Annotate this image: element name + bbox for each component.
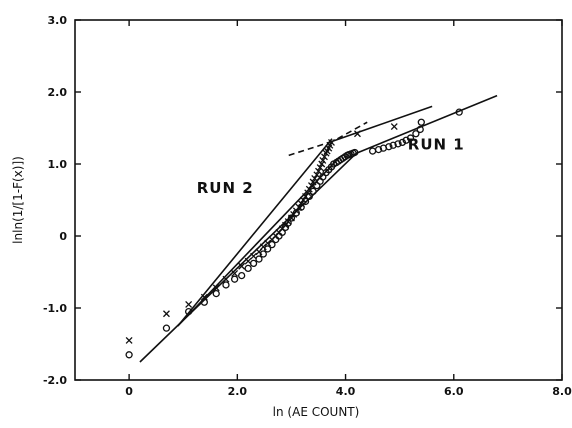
x-marker-point bbox=[309, 178, 317, 186]
fit-line bbox=[177, 138, 333, 327]
circle-marker-point bbox=[184, 307, 193, 316]
x-marker-point bbox=[162, 310, 170, 318]
annotations: RUN 2 RUN 1 bbox=[197, 136, 465, 197]
x-marker-point bbox=[185, 300, 193, 308]
circle-marker-point bbox=[398, 138, 407, 147]
x-marker-point bbox=[238, 262, 246, 270]
circle-marker-point bbox=[268, 240, 276, 249]
run-annotation: RUN 2 bbox=[197, 179, 254, 197]
x-marker-point bbox=[231, 269, 239, 277]
circle-marker-point bbox=[309, 187, 317, 196]
y-axis-label: lnln(1/[1-F(x)]) bbox=[11, 156, 25, 244]
circle-marker-point bbox=[278, 228, 286, 237]
fit-line bbox=[329, 105, 433, 144]
x-axis-label: ln (AE COUNT) bbox=[273, 405, 360, 419]
fit-line bbox=[139, 152, 357, 363]
x-marker-point bbox=[315, 167, 322, 175]
x-marker-point bbox=[305, 185, 313, 193]
circle-marker-point bbox=[287, 214, 296, 222]
circle-marker-point bbox=[416, 125, 424, 134]
circle-marker-point bbox=[385, 143, 393, 151]
plot-border bbox=[74, 19, 563, 381]
x-tick-label: 2.0 bbox=[228, 385, 248, 398]
x-tick-label: 4.0 bbox=[336, 385, 356, 398]
circle-marker-point bbox=[417, 118, 425, 126]
circle-marker-point bbox=[238, 271, 246, 280]
x-tick-label: 0 bbox=[125, 385, 133, 398]
circle-marker-point bbox=[305, 192, 313, 201]
circle-marker-point bbox=[297, 203, 305, 211]
circle-marker-point bbox=[292, 209, 300, 217]
circle-marker-point bbox=[244, 264, 252, 273]
plot-frame bbox=[74, 19, 563, 381]
circle-marker-point bbox=[368, 147, 377, 155]
y-tick-label: -2.0 bbox=[43, 374, 67, 387]
x-marker-point bbox=[222, 275, 230, 283]
circle-marker-point bbox=[284, 219, 292, 227]
x-marker-point bbox=[390, 123, 398, 131]
data-points bbox=[125, 108, 463, 359]
x-marker-point bbox=[316, 164, 324, 172]
circle-marker-point bbox=[455, 108, 463, 116]
x-marker-point bbox=[295, 203, 303, 211]
x-marker-point bbox=[354, 130, 361, 138]
x-marker-point bbox=[313, 171, 321, 179]
y-axis-ticks: -2.0 -1.0 0 1.0 2.0 3.0 bbox=[43, 14, 562, 387]
x-marker-point bbox=[320, 153, 328, 161]
y-tick-label: 0 bbox=[59, 230, 67, 243]
circle-marker-point bbox=[263, 245, 272, 253]
circle-marker-point bbox=[212, 289, 220, 298]
circle-marker-point bbox=[255, 255, 263, 263]
y-tick-label: 3.0 bbox=[48, 14, 68, 27]
fit-line bbox=[356, 94, 498, 154]
circle-marker-point bbox=[301, 197, 310, 206]
x-axis-ticks: 0 2.0 4.0 6.0 8.0 bbox=[125, 20, 572, 398]
circle-marker-point bbox=[222, 281, 230, 289]
circle-marker-point bbox=[412, 130, 420, 138]
x-marker-point bbox=[125, 336, 133, 344]
x-tick-label: 6.0 bbox=[444, 385, 464, 398]
circle-marker-point bbox=[200, 298, 208, 306]
circle-marker-point bbox=[374, 145, 383, 154]
circle-marker-point bbox=[249, 259, 258, 268]
circle-marker-point bbox=[125, 351, 133, 359]
circle-marker-point bbox=[259, 250, 267, 258]
circle-marker-point bbox=[351, 148, 359, 157]
circle-marker-point bbox=[394, 140, 402, 148]
circle-marker-point bbox=[389, 141, 397, 149]
x-marker-point bbox=[319, 156, 327, 164]
run-annotation: RUN 1 bbox=[408, 136, 465, 154]
x-marker-point bbox=[308, 182, 315, 190]
y-tick-label: 1.0 bbox=[48, 158, 68, 171]
x-tick-label: 8.0 bbox=[552, 385, 572, 398]
dashed-fit-line bbox=[288, 141, 330, 157]
dashed-fit-line bbox=[337, 121, 368, 140]
fit-lines bbox=[139, 94, 498, 363]
circle-marker-point bbox=[230, 275, 239, 283]
y-tick-label: 2.0 bbox=[48, 86, 68, 99]
circle-marker-point bbox=[162, 324, 171, 332]
x-marker-point bbox=[328, 138, 335, 146]
x-marker-point bbox=[212, 284, 220, 292]
circle-marker-point bbox=[406, 134, 415, 142]
y-tick-label: -1.0 bbox=[43, 302, 67, 315]
